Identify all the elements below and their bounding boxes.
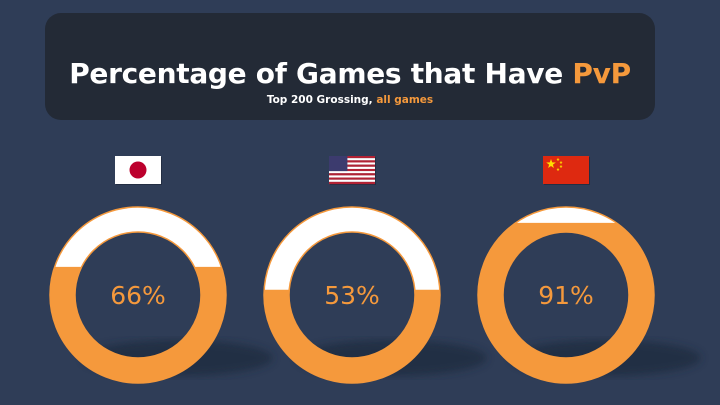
usa-flag-icon xyxy=(329,156,376,185)
china-flag-icon xyxy=(543,156,590,185)
chart-title: Percentage of Games that Have PvP xyxy=(45,57,655,90)
value-label: 66% xyxy=(110,281,166,310)
ring-fill-japan xyxy=(50,266,226,383)
subtitle-main: Top 200 Grossing, xyxy=(266,94,377,106)
chart-subtitle: Top 200 Grossing, all games xyxy=(45,94,655,106)
ring-fill-united-states xyxy=(264,289,440,383)
header-panel: Percentage of Games that Have PvP Top 20… xyxy=(45,13,655,120)
japan-flag-icon xyxy=(115,156,162,185)
value-label: 53% xyxy=(324,281,380,310)
title-accent: PvP xyxy=(572,57,631,90)
title-main: Percentage of Games that Have xyxy=(69,57,573,90)
value-label: 91% xyxy=(538,281,594,310)
ring-fill-china xyxy=(478,222,654,383)
subtitle-accent: all games xyxy=(376,94,434,106)
